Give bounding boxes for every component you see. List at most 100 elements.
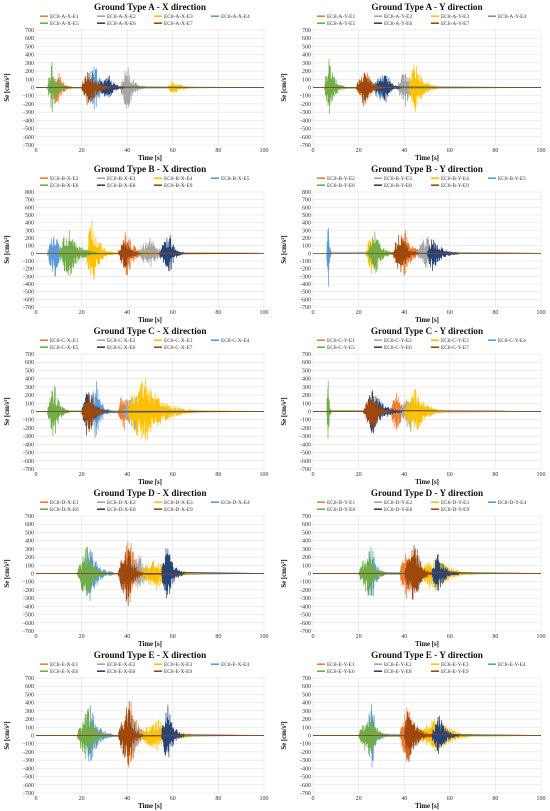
y-tick-label: -300: [23, 434, 34, 440]
x-tick-label: 20: [79, 310, 85, 316]
legend-entry: EC8-A-Y-E6: [384, 21, 412, 27]
series-line: [36, 704, 265, 758]
y-tick-label: -200: [23, 267, 34, 273]
x-axis-label: Time [s]: [138, 479, 162, 486]
y-tick-label: 100: [302, 77, 311, 83]
series-line: [36, 385, 265, 437]
x-axis-label: Time [s]: [415, 803, 439, 810]
y-tick-label: 800: [25, 190, 34, 196]
legend-entry: EC8-B-X-E3: [107, 176, 136, 182]
y-tick-label: -300: [23, 274, 34, 280]
y-tick-label: 400: [302, 539, 311, 545]
legend-entry: EC8-C-X-E4: [221, 338, 250, 344]
x-tick-label: 20: [79, 472, 85, 478]
y-axis-label: Se [cm/s²]: [281, 73, 288, 101]
y-tick-label: 500: [302, 692, 311, 698]
x-tick-label: 20: [79, 796, 85, 802]
y-tick-label: 100: [302, 725, 311, 731]
y-tick-label: 0: [31, 734, 34, 740]
y-tick-label: 700: [25, 198, 34, 204]
y-tick-label: -100: [300, 259, 311, 265]
x-tick-label: 40: [124, 796, 130, 802]
y-tick-label: 500: [302, 213, 311, 219]
x-tick-label: 0: [312, 310, 315, 316]
y-tick-label: -300: [300, 274, 311, 280]
y-tick-label: -500: [300, 127, 311, 133]
y-tick-label: 0: [31, 410, 34, 416]
y-tick-label: -500: [23, 290, 34, 296]
chart-panel: Ground Type E - Y direction EC8-E-Y-E1 EC8…: [277, 648, 550, 810]
y-tick-label: 200: [25, 555, 34, 561]
y-tick-label: -700: [300, 143, 311, 149]
y-tick-label: 300: [25, 61, 34, 67]
x-axis-label: Time [s]: [138, 317, 162, 324]
y-tick-label: 300: [302, 385, 311, 391]
x-tick-label: 40: [401, 148, 407, 154]
y-tick-label: 500: [25, 213, 34, 219]
y-tick-label: 0: [308, 251, 311, 257]
x-tick-label: 20: [356, 472, 362, 478]
y-tick-label: 600: [302, 36, 311, 42]
chart-panel: Ground Type D - Y direction EC8-D-Y-E1 EC8…: [277, 486, 550, 648]
y-tick-label: 200: [302, 69, 311, 75]
x-tick-label: 20: [356, 310, 362, 316]
x-tick-label: 60: [447, 148, 453, 154]
chart-panel: Ground Type B - Y direction EC8-B-Y-E2 EC8…: [277, 162, 550, 324]
x-tick-label: 40: [401, 796, 407, 802]
y-tick-label: 500: [302, 44, 311, 50]
y-tick-label: -100: [300, 94, 311, 100]
y-tick-label: -200: [23, 750, 34, 756]
chart-panel: Ground Type C - X direction EC8-C-X-E1 EC8…: [0, 324, 273, 486]
legend-entry: EC8-A-Y-E5: [327, 21, 355, 27]
legend-entry: EC8-A-X-E3: [164, 14, 193, 20]
x-tick-label: 100: [537, 634, 546, 640]
legend-entry: EC8-E-X-E8: [107, 669, 135, 675]
y-tick-label: 100: [302, 244, 311, 250]
y-tick-label: -100: [23, 418, 34, 424]
y-tick-label: 500: [302, 368, 311, 374]
y-tick-label: 200: [302, 236, 311, 242]
y-tick-label: 200: [302, 555, 311, 561]
y-tick-label: 300: [302, 547, 311, 553]
x-tick-label: 80: [492, 796, 498, 802]
legend-entry: EC8-A-Y-E7: [441, 21, 469, 27]
legend-entry: EC8-E-X-E2: [107, 662, 135, 668]
y-tick-label: 200: [302, 393, 311, 399]
legend-entry: EC8-E-Y-E1: [327, 662, 355, 668]
legend-entry: EC8-B-Y-E3: [384, 176, 412, 182]
series-line: [313, 75, 542, 103]
x-tick-label: 20: [356, 796, 362, 802]
series-line: [313, 544, 542, 601]
y-tick-label: -500: [23, 451, 34, 457]
y-tick-label: -200: [300, 267, 311, 273]
y-tick-label: 400: [25, 539, 34, 545]
legend-entry: EC8-D-Y-E6: [327, 507, 355, 513]
chart-panel: Ground Type A - X direction EC8-A-X-E1 EC8…: [0, 0, 273, 162]
series-line: [313, 72, 542, 107]
x-tick-label: 0: [35, 472, 38, 478]
legend-entry: EC8-E-Y-E4: [498, 662, 526, 668]
y-axis-label: Se [cm/s²]: [281, 397, 288, 425]
legend-entry: EC8-A-X-E6: [107, 21, 136, 27]
x-tick-label: 80: [492, 148, 498, 154]
y-tick-label: -300: [300, 110, 311, 116]
y-tick-label: -500: [23, 775, 34, 781]
y-tick-label: 200: [25, 69, 34, 75]
legend-entry: EC8-E-X-E3: [164, 662, 192, 668]
y-tick-label: 100: [25, 77, 34, 83]
y-tick-label: -100: [23, 742, 34, 748]
x-tick-label: 20: [79, 148, 85, 154]
y-tick-label: -200: [23, 588, 34, 594]
y-tick-label: -300: [23, 596, 34, 602]
chart-panel: Ground Type D - X direction EC8-D-X-E1 EC8…: [0, 486, 273, 648]
legend-entry: EC8-B-Y-E9: [441, 183, 469, 189]
series-line: [313, 227, 542, 287]
legend-entry: EC8-D-X-E2: [107, 500, 136, 506]
x-tick-label: 40: [124, 148, 130, 154]
x-tick-label: 40: [401, 472, 407, 478]
y-tick-label: -700: [300, 305, 311, 311]
